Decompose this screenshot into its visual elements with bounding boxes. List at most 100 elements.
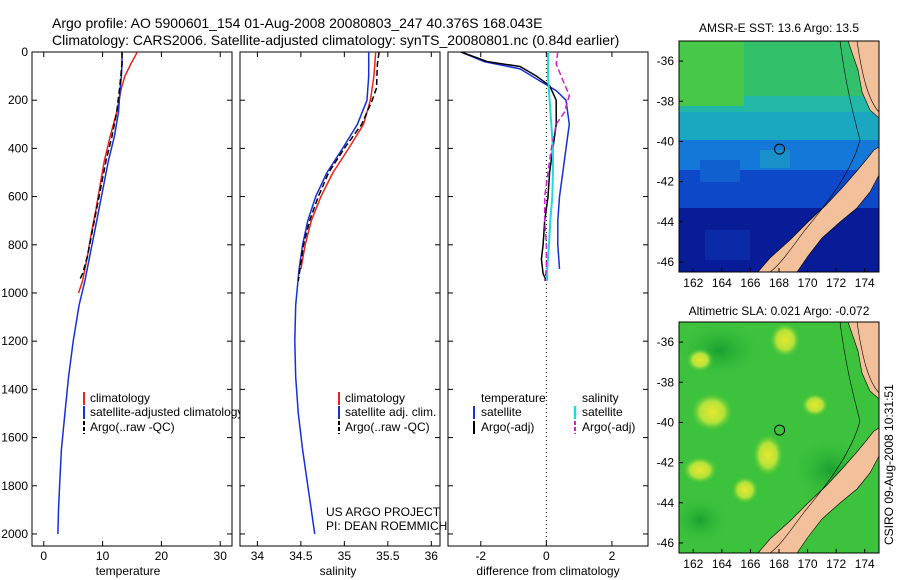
lon-tick-label: 168 bbox=[769, 276, 789, 290]
sla-contour bbox=[769, 322, 861, 553]
sla-dark-patch-1 bbox=[679, 322, 765, 380]
temperature-series bbox=[57, 52, 138, 535]
x-tick-label: 0 bbox=[543, 549, 550, 563]
lat-tick-label: -40 bbox=[657, 134, 675, 148]
depth-tick-label: 1400 bbox=[1, 382, 28, 396]
sst-map-panel: AMSR-E SST: 13.6 Argo: 13.5 162 164 166 168… bbox=[657, 21, 880, 290]
legend-label-argo: Argo(..raw -QC) bbox=[345, 420, 430, 434]
sla-map-panel: Altimetric SLA: 0.021 Argo: -0.072 162 16… bbox=[657, 304, 880, 571]
salinity-xlabel: salinity bbox=[320, 564, 357, 578]
lat-tick-label: -36 bbox=[657, 54, 675, 68]
depth-tick-label: 1800 bbox=[1, 479, 28, 493]
lat-tick-label: -36 bbox=[657, 335, 675, 349]
x-tick-label: 30 bbox=[214, 549, 228, 563]
legend-label-satellite-adjusted: satellite-adjusted climatology bbox=[90, 405, 243, 419]
depth-axis: 0 200 400 600 800 1000 1200 1400 1600 1800 2000 bbox=[1, 45, 232, 541]
sst-north-island bbox=[847, 41, 879, 119]
lat-tick-label: -42 bbox=[657, 456, 675, 470]
sla-contour-2 bbox=[856, 322, 879, 394]
pi-annotation: PI: DEAN ROEMMICH bbox=[326, 519, 447, 533]
sla-field bbox=[679, 322, 879, 553]
lat-tick-label: -40 bbox=[657, 415, 675, 429]
temperature-axis: 0 10 20 30 bbox=[40, 52, 227, 563]
sst-contour bbox=[769, 41, 861, 272]
depth-tick-label: 1600 bbox=[1, 431, 28, 445]
difference-panel: -2 0 2 difference from climatology tempera… bbox=[447, 51, 649, 578]
difference-xlabel: difference from climatology bbox=[476, 564, 619, 578]
temperature-plot-frame bbox=[31, 51, 233, 547]
sla-high-1 bbox=[769, 322, 801, 358]
legend-label-satellite-adj: satellite adj. clim. bbox=[345, 405, 436, 419]
lon-tick-label: 174 bbox=[855, 276, 875, 290]
sst-patch-a bbox=[700, 160, 740, 182]
sla-high-2 bbox=[690, 392, 734, 432]
figure-title-line1: Argo profile: AO 5900601_154 01-Aug-2008… bbox=[52, 15, 542, 31]
sst-map-title: AMSR-E SST: 13.6 Argo: 13.5 bbox=[699, 21, 859, 35]
figure-title-line2: Climatology: CARS2006. Satellite-adjuste… bbox=[52, 32, 619, 48]
sla-high-7 bbox=[686, 348, 714, 372]
lat-tick-label: -44 bbox=[657, 215, 675, 229]
sst-patch-c bbox=[705, 230, 750, 260]
legend-heading-temperature: temperature bbox=[481, 391, 546, 405]
depth-tick-label: 1200 bbox=[1, 334, 28, 348]
legend-label-sal-satellite: satellite bbox=[582, 405, 623, 419]
difference-legend: temperature satellite Argo(-adj) salinit… bbox=[473, 391, 635, 434]
series-line-salinity-satellite bbox=[546, 52, 554, 281]
lon-tick-label: 166 bbox=[740, 557, 760, 571]
depth-tick-label: 400 bbox=[8, 141, 28, 155]
legend-heading-salinity: salinity bbox=[582, 391, 619, 405]
salinity-plot-frame bbox=[239, 51, 441, 547]
lon-tick-label: 172 bbox=[826, 276, 846, 290]
sla-dark-patch-3 bbox=[679, 495, 730, 545]
lon-tick-label: 174 bbox=[855, 557, 875, 571]
sla-high-4 bbox=[731, 476, 759, 504]
legend-label-climatology: climatology bbox=[345, 391, 405, 405]
x-tick-label: 2 bbox=[609, 549, 616, 563]
sla-high-3 bbox=[752, 433, 784, 477]
temperature-legend: climatology satellite-adjusted climatolo… bbox=[83, 391, 243, 434]
lat-tick-label: -46 bbox=[657, 255, 675, 269]
sla-high-5 bbox=[682, 456, 718, 484]
depth-tick-label: 200 bbox=[8, 93, 28, 107]
difference-axis: -2 0 2 bbox=[475, 52, 616, 563]
lon-tick-label: 172 bbox=[826, 557, 846, 571]
sst-patch-b bbox=[760, 150, 790, 168]
sst-argo-position-marker bbox=[774, 143, 786, 155]
lat-tick-label: -42 bbox=[657, 175, 675, 189]
lon-tick-label: 166 bbox=[740, 276, 760, 290]
x-tick-label: 36 bbox=[425, 549, 439, 563]
series-line-climatology bbox=[300, 52, 377, 270]
difference-depth-ticks bbox=[448, 51, 648, 535]
sst-latitude-axis: -36 -38 -40 -42 -44 -46 bbox=[657, 54, 683, 269]
lon-tick-label: 170 bbox=[798, 276, 818, 290]
sla-south-island bbox=[757, 427, 879, 553]
series-line-satellite-adj-clim- bbox=[294, 52, 370, 535]
lat-tick-label: -38 bbox=[657, 94, 675, 108]
x-tick-label: 35.5 bbox=[376, 549, 400, 563]
lon-tick-label: 170 bbox=[798, 557, 818, 571]
sst-warm-patch bbox=[679, 41, 744, 106]
sst-mid-band bbox=[679, 112, 879, 140]
lat-tick-label: -38 bbox=[657, 375, 675, 389]
lon-tick-label: 162 bbox=[683, 557, 703, 571]
sla-map-title: Altimetric SLA: 0.021 Argo: -0.072 bbox=[689, 304, 870, 318]
legend-label-temp-satellite: satellite bbox=[481, 405, 522, 419]
difference-plot-frame bbox=[447, 51, 649, 547]
series-line-temperature-satellite bbox=[460, 52, 571, 269]
salinity-axis: 34 34.5 35 35.5 36 bbox=[251, 52, 439, 563]
depth-tick-label: 0 bbox=[21, 45, 28, 59]
series-line-argo-raw-qc- bbox=[297, 52, 380, 282]
x-tick-label: 0 bbox=[40, 549, 47, 563]
side-caption: CSIRO 09-Aug-2008 10:31:51 bbox=[882, 384, 896, 545]
depth-tick-label: 800 bbox=[8, 238, 28, 252]
lat-tick-label: -44 bbox=[657, 496, 675, 510]
difference-series bbox=[460, 52, 571, 282]
temperature-xlabel: temperature bbox=[96, 564, 161, 578]
x-tick-label: -2 bbox=[475, 549, 486, 563]
sla-high-6 bbox=[801, 393, 829, 417]
lon-tick-label: 164 bbox=[712, 276, 732, 290]
salinity-series bbox=[294, 52, 380, 535]
sst-south-island bbox=[757, 146, 879, 272]
lon-tick-label: 164 bbox=[712, 557, 732, 571]
